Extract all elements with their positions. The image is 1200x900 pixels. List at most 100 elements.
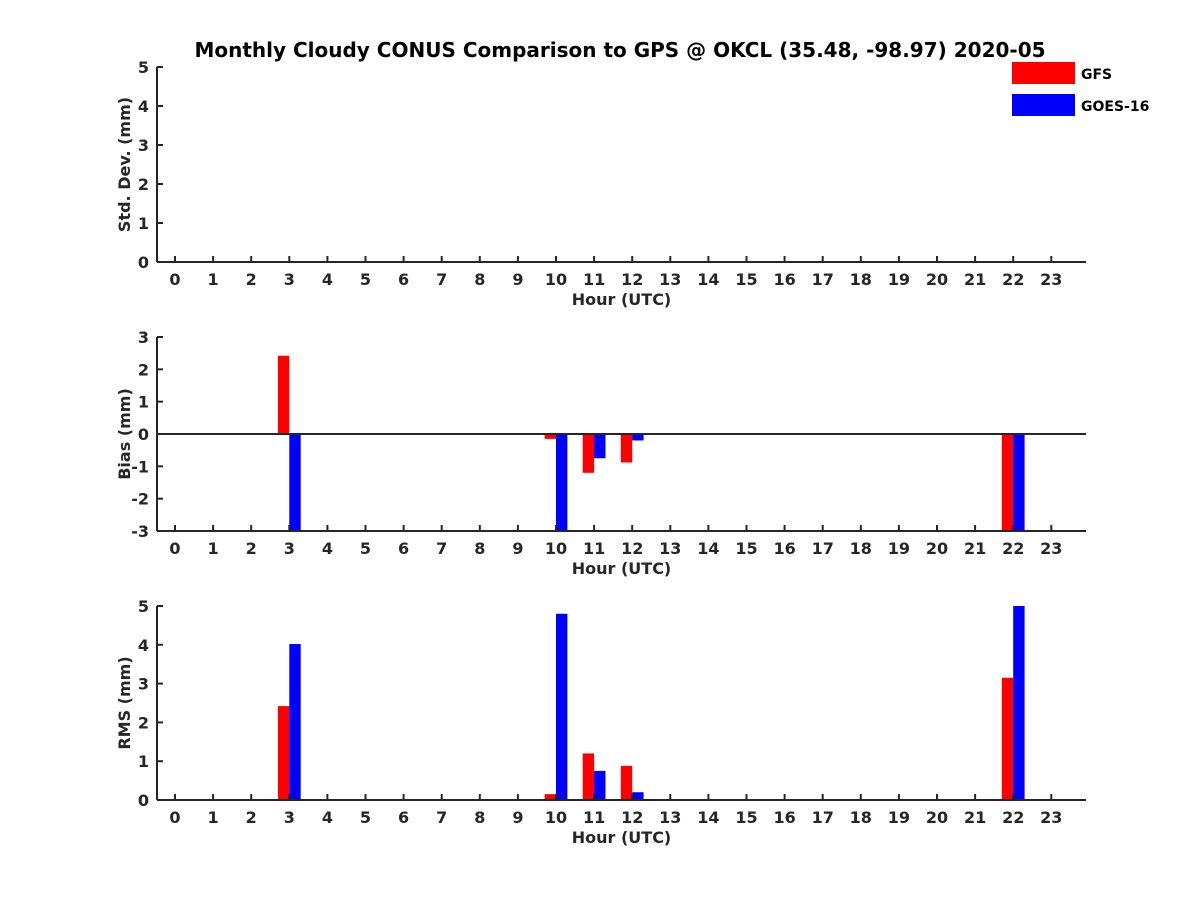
x-tick-label: 1 bbox=[208, 539, 219, 558]
bar bbox=[594, 434, 606, 459]
x-tick-label: 9 bbox=[512, 539, 523, 558]
y-tick-label: 4 bbox=[138, 97, 149, 116]
x-tick-label: 10 bbox=[545, 539, 567, 558]
x-tick-label: 10 bbox=[545, 808, 567, 827]
x-tick-label: 15 bbox=[735, 808, 757, 827]
y-tick-label: 5 bbox=[138, 58, 149, 77]
x-tick-label: 8 bbox=[474, 808, 485, 827]
y-axis-label: RMS (mm) bbox=[115, 656, 134, 749]
x-tick-label: 22 bbox=[1002, 270, 1024, 289]
x-tick-label: 7 bbox=[436, 808, 447, 827]
bar bbox=[1013, 434, 1025, 531]
x-tick-label: 11 bbox=[583, 808, 605, 827]
x-tick-label: 6 bbox=[398, 270, 409, 289]
legend-label-gfs: GFS bbox=[1081, 67, 1112, 83]
x-tick-label: 18 bbox=[850, 270, 872, 289]
x-tick-label: 13 bbox=[659, 270, 681, 289]
x-axis-label: Hour (UTC) bbox=[572, 290, 672, 309]
y-tick-label: 3 bbox=[138, 136, 149, 155]
x-tick-label: 21 bbox=[964, 270, 986, 289]
bar bbox=[289, 434, 301, 531]
y-tick-label: 5 bbox=[138, 597, 149, 616]
bar bbox=[277, 706, 290, 800]
x-tick-label: 11 bbox=[583, 539, 605, 558]
bar bbox=[582, 434, 595, 473]
x-tick-label: 3 bbox=[284, 808, 295, 827]
y-tick-label: 2 bbox=[138, 360, 149, 379]
x-tick-label: 0 bbox=[169, 270, 180, 289]
legend-swatch-gfs bbox=[1012, 62, 1075, 84]
x-tick-label: 4 bbox=[322, 539, 333, 558]
y-tick-label: 0 bbox=[138, 253, 149, 272]
x-tick-label: 2 bbox=[246, 270, 257, 289]
bar bbox=[556, 434, 568, 531]
bar bbox=[1013, 606, 1025, 800]
y-tick-label: -2 bbox=[131, 490, 149, 509]
bar bbox=[544, 794, 556, 800]
x-tick-label: 17 bbox=[812, 539, 834, 558]
y-tick-label: 4 bbox=[138, 636, 149, 655]
legend-swatch-goes16 bbox=[1012, 94, 1075, 116]
legend-label-goes16: GOES-16 bbox=[1081, 99, 1149, 115]
x-tick-label: 19 bbox=[888, 539, 910, 558]
y-tick-label: 2 bbox=[138, 713, 149, 732]
chart-title: Monthly Cloudy CONUS Comparison to GPS @… bbox=[194, 38, 1045, 62]
x-tick-label: 13 bbox=[659, 808, 681, 827]
x-tick-label: 19 bbox=[888, 270, 910, 289]
x-axis-label: Hour (UTC) bbox=[572, 559, 672, 578]
bar bbox=[544, 434, 556, 439]
legend: GFS GOES-16 bbox=[1012, 62, 1149, 116]
bar bbox=[277, 355, 290, 434]
x-tick-label: 12 bbox=[621, 270, 643, 289]
x-tick-label: 17 bbox=[812, 808, 834, 827]
bar bbox=[632, 434, 644, 441]
x-tick-label: 20 bbox=[926, 539, 948, 558]
x-tick-label: 13 bbox=[659, 539, 681, 558]
x-axis-label: Hour (UTC) bbox=[572, 828, 672, 847]
x-tick-label: 16 bbox=[773, 539, 795, 558]
bar bbox=[620, 434, 633, 463]
x-tick-label: 22 bbox=[1002, 539, 1024, 558]
x-tick-label: 1 bbox=[208, 808, 219, 827]
x-tick-label: 7 bbox=[436, 539, 447, 558]
x-tick-label: 11 bbox=[583, 270, 605, 289]
x-tick-label: 19 bbox=[888, 808, 910, 827]
x-tick-label: 17 bbox=[812, 270, 834, 289]
x-tick-label: 5 bbox=[360, 270, 371, 289]
x-tick-label: 9 bbox=[512, 808, 523, 827]
y-tick-label: 0 bbox=[138, 791, 149, 810]
x-tick-label: 2 bbox=[246, 808, 257, 827]
x-tick-label: 9 bbox=[512, 270, 523, 289]
x-tick-label: 22 bbox=[1002, 808, 1024, 827]
x-tick-label: 3 bbox=[284, 270, 295, 289]
y-tick-label: 0 bbox=[138, 425, 149, 444]
bar bbox=[289, 644, 301, 800]
x-tick-label: 3 bbox=[284, 539, 295, 558]
x-tick-label: 21 bbox=[964, 808, 986, 827]
bar bbox=[1001, 677, 1014, 800]
x-tick-label: 15 bbox=[735, 539, 757, 558]
bar bbox=[620, 765, 633, 800]
x-tick-label: 23 bbox=[1040, 270, 1062, 289]
x-tick-label: 12 bbox=[621, 539, 643, 558]
x-tick-label: 23 bbox=[1040, 808, 1062, 827]
y-tick-label: 3 bbox=[138, 328, 149, 347]
bar bbox=[594, 770, 606, 800]
x-tick-label: 21 bbox=[964, 539, 986, 558]
x-tick-label: 4 bbox=[322, 270, 333, 289]
x-tick-label: 16 bbox=[773, 808, 795, 827]
y-tick-label: -1 bbox=[131, 457, 149, 476]
y-tick-label: 1 bbox=[138, 752, 149, 771]
x-tick-label: 0 bbox=[169, 808, 180, 827]
x-tick-label: 16 bbox=[773, 270, 795, 289]
x-tick-label: 7 bbox=[436, 270, 447, 289]
x-tick-label: 14 bbox=[697, 808, 719, 827]
x-tick-label: 6 bbox=[398, 808, 409, 827]
x-tick-label: 12 bbox=[621, 808, 643, 827]
x-tick-label: 5 bbox=[360, 539, 371, 558]
y-tick-label: -3 bbox=[131, 522, 149, 541]
x-tick-label: 1 bbox=[208, 270, 219, 289]
